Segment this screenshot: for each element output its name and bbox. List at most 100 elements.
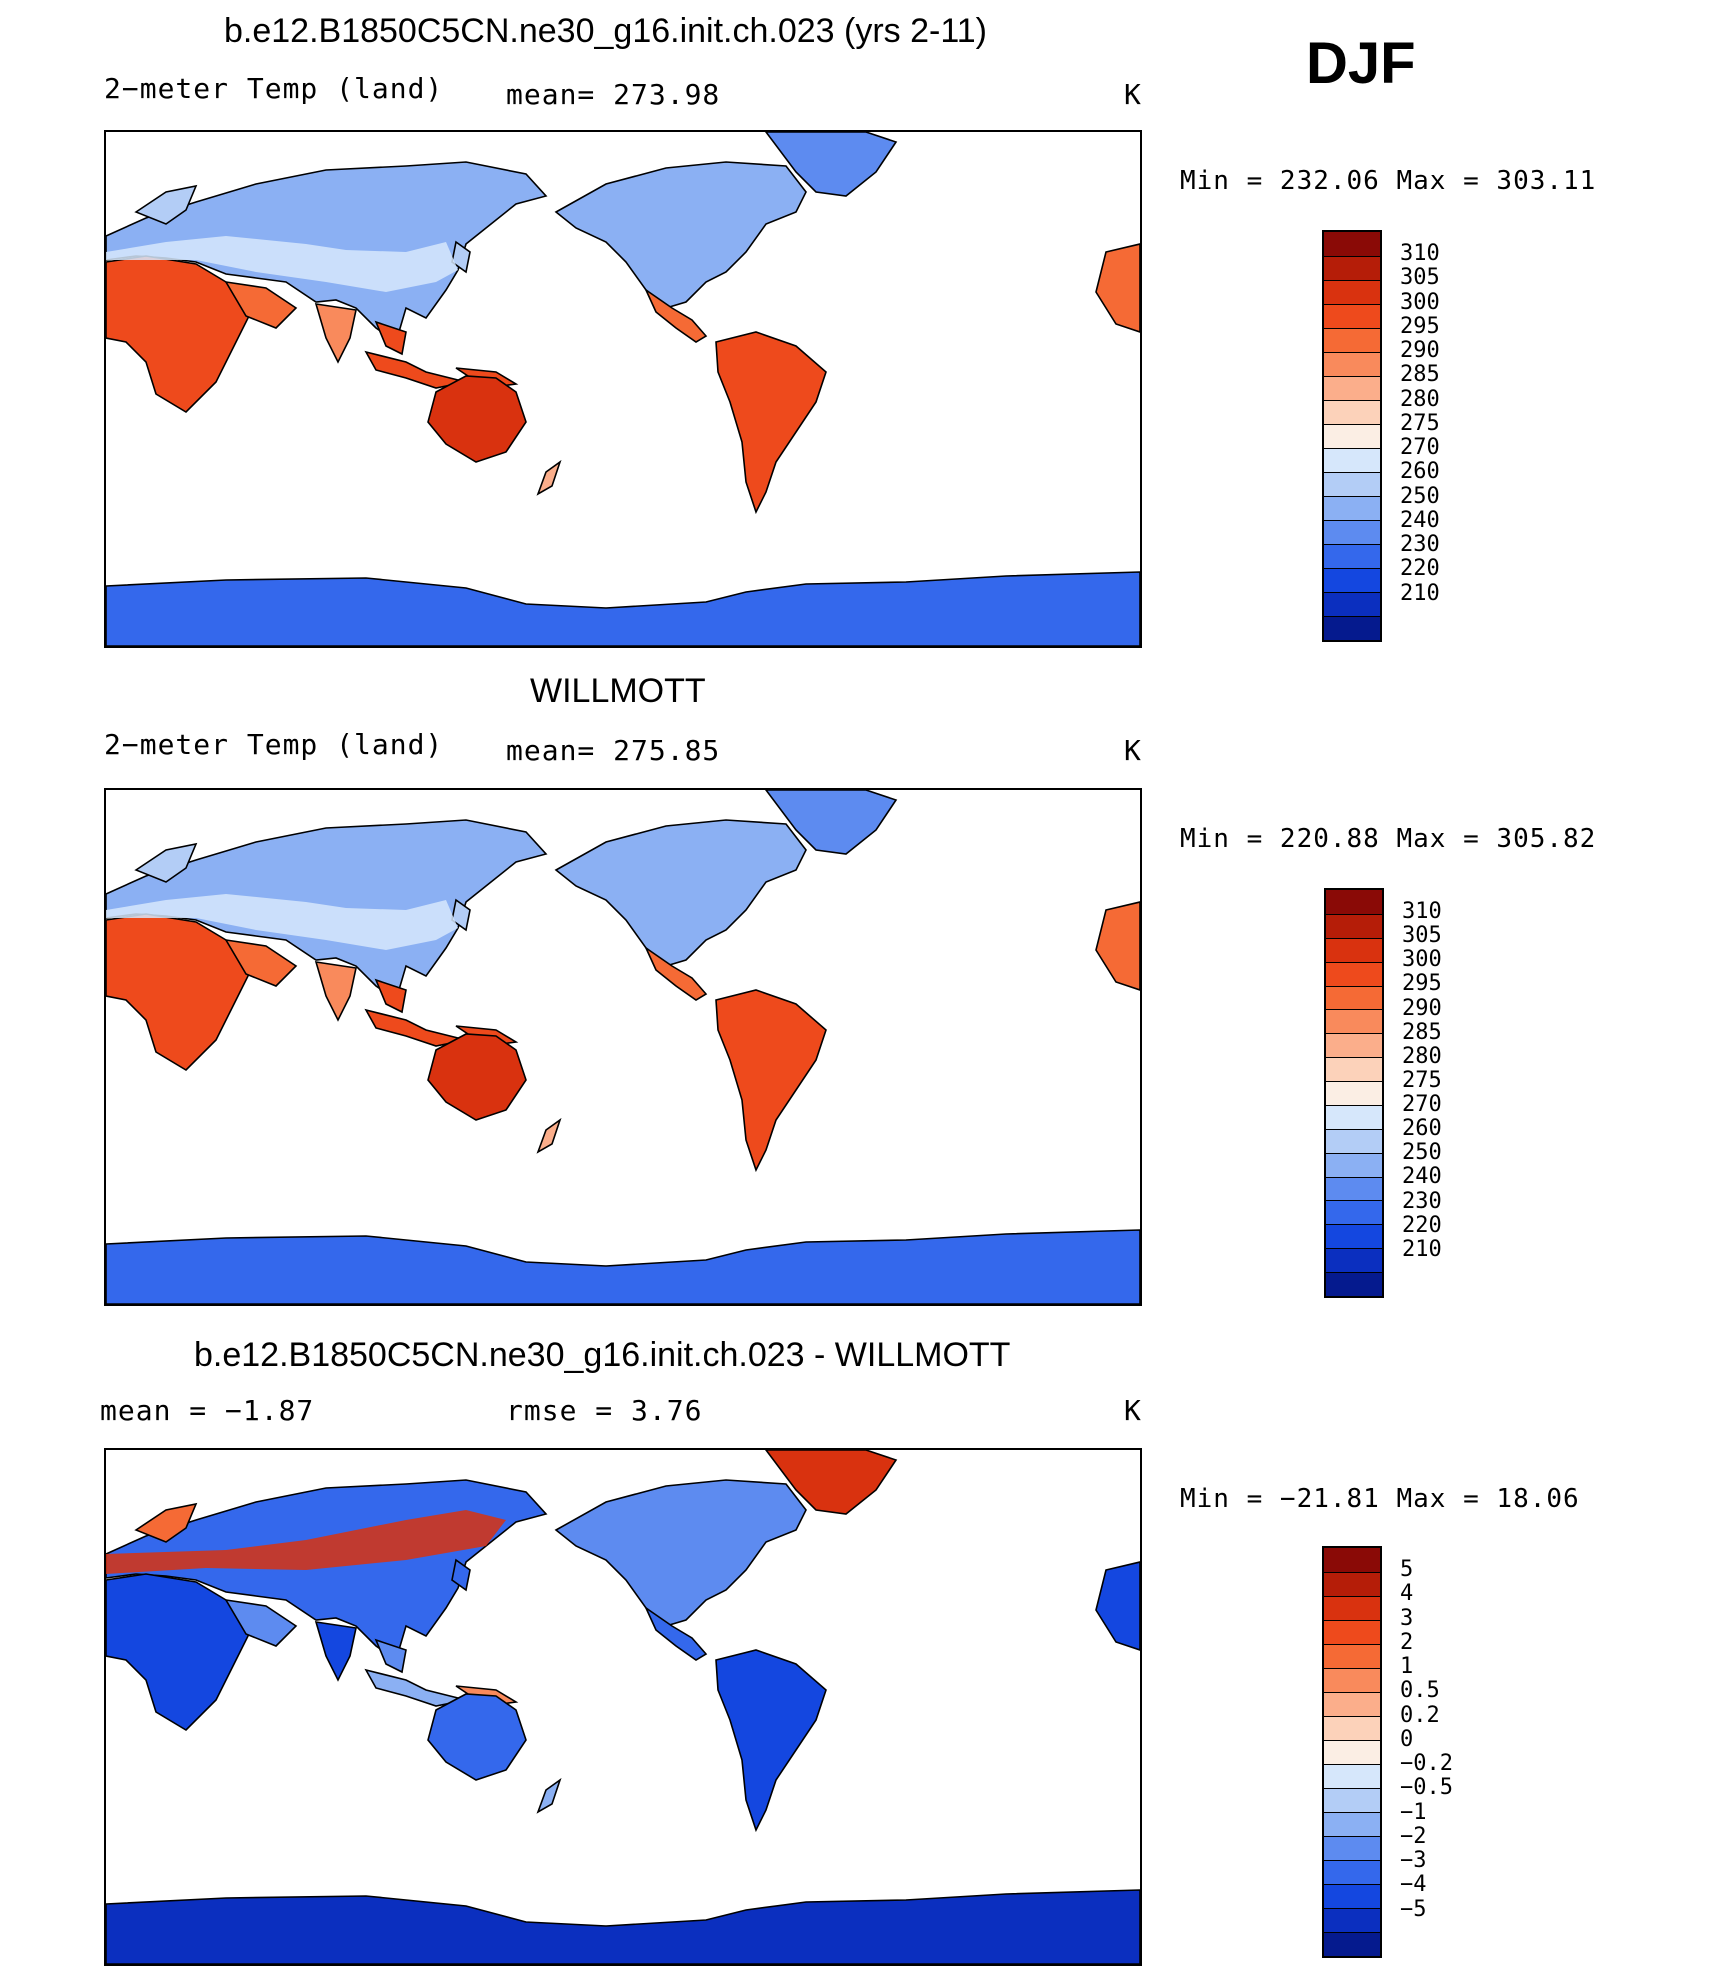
panel-3-min-max: Min = −21.81 Max = 18.06	[1180, 1484, 1580, 1514]
colorbar-label: 1	[1400, 1654, 1414, 1680]
landmass-camerica	[644, 945, 708, 1001]
colorbar-label: 270	[1402, 1092, 1442, 1118]
panel-2-map-svg	[106, 790, 1140, 1304]
landmass-wafrica	[1095, 243, 1140, 333]
landmass-antarctica	[106, 571, 1140, 646]
panel-2-colorbar	[1324, 888, 1384, 1298]
panel-3-mean-label: mean = −1.87	[100, 1394, 315, 1427]
colorbar-label: 295	[1400, 313, 1440, 339]
colorbar-label: 3	[1400, 1605, 1414, 1631]
colorbar-swatch	[1324, 328, 1380, 352]
colorbar-swatch	[1324, 1932, 1380, 1956]
colorbar-swatch	[1324, 1860, 1380, 1884]
colorbar-swatch	[1326, 890, 1382, 914]
colorbar-swatch	[1324, 1692, 1380, 1716]
colorbar-label: −0.2	[1400, 1751, 1453, 1777]
colorbar-swatch	[1326, 961, 1382, 986]
colorbar-swatch	[1326, 985, 1382, 1010]
colorbar-swatch	[1324, 1668, 1380, 1692]
panel-2-mean-label: mean= 275.85	[506, 734, 721, 767]
panel-1-map-svg	[106, 132, 1140, 646]
landmass-camerica	[644, 287, 708, 343]
colorbar-label: 0.2	[1400, 1702, 1440, 1728]
landmass-scandi	[134, 1502, 198, 1543]
colorbar-swatch	[1324, 496, 1380, 520]
colorbar-swatch	[1324, 304, 1380, 328]
landmass-wafrica	[1095, 1561, 1140, 1651]
colorbar-swatch	[1324, 424, 1380, 448]
landmass-japan	[451, 240, 471, 274]
colorbar-swatch	[1324, 616, 1380, 640]
colorbar-label: 4	[1400, 1581, 1414, 1607]
colorbar-swatch	[1324, 400, 1380, 424]
colorbar-swatch	[1324, 568, 1380, 592]
colorbar-label: 275	[1402, 1067, 1442, 1093]
colorbar-swatch	[1326, 1224, 1382, 1249]
landmass-arabia	[224, 938, 298, 987]
colorbar-swatch	[1326, 1104, 1382, 1129]
colorbar-swatch	[1326, 913, 1382, 938]
season-label: DJF	[1306, 31, 1416, 96]
colorbar-swatch	[1324, 1572, 1380, 1596]
landmass-india	[314, 1621, 357, 1682]
panel-3-rmse-label: rmse = 3.76	[506, 1394, 703, 1427]
colorbar-swatch	[1326, 1200, 1382, 1225]
colorbar-label: 300	[1402, 947, 1442, 973]
panel-1-map	[104, 130, 1142, 648]
colorbar-swatch	[1324, 592, 1380, 616]
colorbar-swatch	[1326, 1248, 1382, 1272]
colorbar-swatch	[1326, 1176, 1382, 1201]
colorbar-swatch	[1324, 1908, 1380, 1932]
landmass-greenland	[765, 1450, 898, 1515]
colorbar-label: −4	[1400, 1872, 1427, 1898]
colorbar-label: 290	[1402, 995, 1442, 1021]
landmass-nz	[536, 459, 562, 496]
colorbar-swatch	[1324, 1644, 1380, 1668]
colorbar-swatch	[1326, 937, 1382, 962]
panel-1-variable-label: 2−meter Temp (land)	[104, 72, 444, 105]
panel-1-colorbar	[1322, 230, 1382, 642]
colorbar-label: 240	[1400, 507, 1440, 533]
colorbar-swatch	[1324, 1740, 1380, 1764]
landmass-africa	[106, 913, 258, 1072]
landmass-arabia	[224, 280, 298, 329]
colorbar-swatch	[1324, 472, 1380, 496]
colorbar-label: 210	[1400, 580, 1440, 606]
panel-3-units-label: K	[1124, 1394, 1142, 1427]
colorbar-label: −1	[1400, 1799, 1427, 1825]
colorbar-swatch	[1324, 376, 1380, 400]
landmass-australia	[427, 1033, 527, 1121]
panel-2-variable-label: 2−meter Temp (land)	[104, 728, 444, 761]
panel-1-title: b.e12.B1850C5CN.ne30_g16.init.ch.023 (yr…	[224, 12, 987, 50]
landmass-samerica	[715, 1649, 827, 1833]
landmass-australia	[427, 1693, 527, 1781]
landmass-seasia	[374, 1638, 407, 1674]
colorbar-label: 250	[1402, 1140, 1442, 1166]
landmass-japan	[451, 1558, 471, 1592]
landmass-namerica	[554, 161, 807, 309]
colorbar-label: 310	[1402, 899, 1442, 925]
panel-2-map	[104, 788, 1142, 1306]
landmass-greenland	[765, 132, 898, 197]
colorbar-swatch	[1326, 1033, 1382, 1058]
landmass-india	[314, 961, 357, 1022]
landmass-australia	[427, 375, 527, 463]
colorbar-swatch	[1324, 1716, 1380, 1740]
landmass-seasia	[374, 320, 407, 356]
colorbar-label: −5	[1400, 1896, 1427, 1922]
colorbar-swatch	[1324, 232, 1380, 256]
landmass-indonesia	[364, 1008, 467, 1047]
temperature-band	[106, 236, 458, 292]
panel-2-units-label: K	[1124, 734, 1142, 767]
colorbar-label: −2	[1400, 1823, 1427, 1849]
colorbar-swatch	[1326, 1057, 1382, 1081]
landmass-africa	[106, 255, 258, 414]
panel-1-mean-label: mean= 273.98	[506, 78, 721, 111]
landmass-camerica	[644, 1605, 708, 1661]
colorbar-swatch	[1324, 1596, 1380, 1620]
colorbar-label: 230	[1400, 532, 1440, 558]
colorbar-swatch	[1324, 1836, 1380, 1860]
colorbar-label: −3	[1400, 1848, 1427, 1874]
landmass-indonesia	[364, 1668, 467, 1707]
panel-2-title: WILLMOTT	[530, 672, 706, 710]
